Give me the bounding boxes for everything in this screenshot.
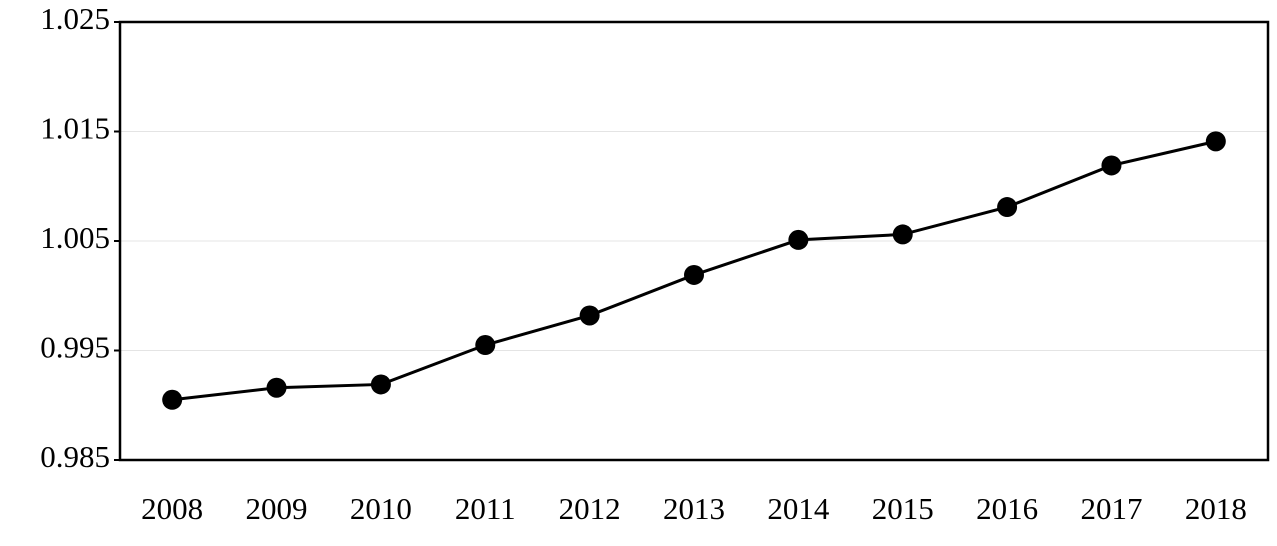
marker [162, 389, 183, 410]
marker [892, 224, 913, 245]
marker [788, 229, 809, 250]
marker [370, 374, 391, 395]
x-tick-label: 2014 [767, 491, 830, 526]
x-tick-label: 2018 [1185, 491, 1247, 526]
marker [684, 264, 704, 285]
y-tick-label: 0.985 [40, 439, 110, 474]
x-tick-label: 2010 [350, 491, 412, 526]
marker [1205, 131, 1226, 152]
marker [266, 377, 287, 398]
marker [997, 197, 1018, 218]
y-tick-label: 1.025 [40, 1, 110, 36]
y-tick-label: 1.015 [40, 111, 110, 146]
marker [1101, 155, 1122, 176]
y-tick-label: 0.995 [40, 330, 110, 365]
x-tick-label: 2015 [872, 491, 934, 526]
x-tick-label: 2016 [976, 491, 1038, 526]
x-tick-label: 2008 [141, 491, 203, 526]
x-tick-label: 2009 [246, 491, 308, 526]
x-tick-label: 2017 [1080, 491, 1142, 526]
x-tick-label: 2013 [663, 491, 725, 526]
y-tick-label: 1.005 [40, 220, 110, 255]
x-tick-label: 2011 [455, 491, 516, 526]
marker [579, 305, 600, 326]
marker [475, 335, 496, 356]
x-tick-label: 2012 [559, 491, 621, 526]
plot-frame [118, 20, 1270, 462]
